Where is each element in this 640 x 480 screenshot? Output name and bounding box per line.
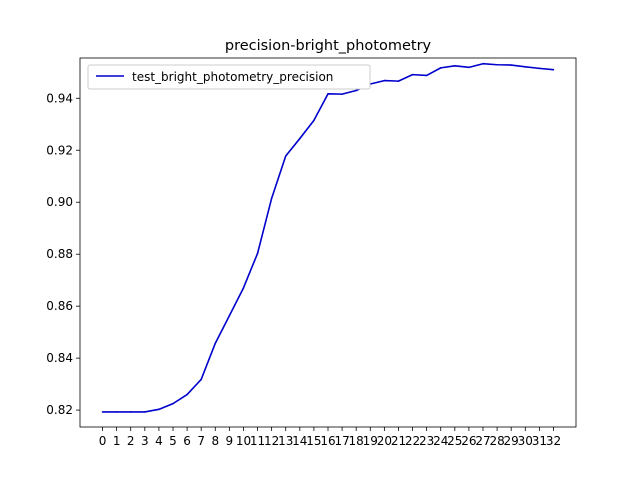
data-point xyxy=(299,137,301,140)
legend: test_bright_photometry_precision xyxy=(87,64,371,90)
x-tick-label: 12 xyxy=(264,434,279,448)
data-point xyxy=(510,64,512,66)
x-tick-label: 6 xyxy=(183,434,191,448)
y-tick-label: 0.84 xyxy=(46,351,73,365)
x-tick-label: 2 xyxy=(127,434,135,448)
x-tick-label: 19 xyxy=(363,434,378,448)
x-tick-label: 24 xyxy=(433,434,448,448)
x-tick-label: 29 xyxy=(504,434,519,448)
data-point xyxy=(538,67,541,70)
data-point xyxy=(158,408,160,411)
x-tick-label: 5 xyxy=(169,434,177,448)
data-point xyxy=(228,314,231,317)
y-tick-label: 0.82 xyxy=(46,403,73,417)
chart-title: precision-bright_photometry xyxy=(225,38,432,54)
y-tick-label: 0.94 xyxy=(46,91,73,105)
x-tick-label: 28 xyxy=(489,434,504,448)
data-point xyxy=(468,66,470,69)
x-tick-label: 16 xyxy=(320,434,335,448)
data-point xyxy=(439,67,442,69)
data-point xyxy=(313,119,315,122)
x-tick-label: 14 xyxy=(292,434,307,448)
data-point xyxy=(101,411,104,413)
x-tick-label: 3 xyxy=(141,434,149,448)
x-tick-label: 8 xyxy=(211,434,219,448)
data-point xyxy=(355,89,357,92)
data-point xyxy=(383,79,386,82)
x-tick-label: 25 xyxy=(447,434,462,448)
data-point xyxy=(327,93,329,95)
y-tick-label: 0.86 xyxy=(46,299,73,313)
data-point xyxy=(186,393,188,396)
y-tick-label: 0.92 xyxy=(46,143,73,157)
x-tick-label: 30 xyxy=(518,434,533,448)
data-point xyxy=(200,378,202,381)
data-point xyxy=(496,63,498,66)
data-point xyxy=(411,73,414,76)
x-tick-label: 27 xyxy=(475,434,490,448)
data-point xyxy=(425,74,428,77)
x-tick-label: 23 xyxy=(419,434,434,448)
data-point xyxy=(129,411,132,413)
legend-box xyxy=(87,64,371,90)
y-tick-label: 0.90 xyxy=(46,195,73,209)
data-point xyxy=(242,287,245,289)
data-point xyxy=(256,252,259,255)
x-tick-label: 18 xyxy=(349,434,364,448)
data-point xyxy=(172,402,174,405)
x-tick-label: 17 xyxy=(334,434,349,448)
x-tick-label: 21 xyxy=(391,434,406,448)
x-tick-label: 11 xyxy=(250,434,265,448)
x-tick-label: 9 xyxy=(226,434,234,448)
x-tick-label: 32 xyxy=(546,434,561,448)
data-point xyxy=(397,80,400,82)
x-tick-label: 22 xyxy=(405,434,420,448)
data-point xyxy=(270,197,273,200)
data-point xyxy=(524,66,527,68)
data-point xyxy=(284,155,287,157)
data-point xyxy=(341,93,343,95)
x-tick-label: 4 xyxy=(155,434,163,448)
x-tick-label: 26 xyxy=(461,434,476,448)
x-tick-label: 10 xyxy=(236,434,251,448)
data-point xyxy=(214,342,217,345)
y-tick-label: 0.88 xyxy=(46,247,73,261)
data-point xyxy=(454,64,456,67)
x-tick-label: 31 xyxy=(532,434,547,448)
data-point xyxy=(144,411,146,413)
legend-label: test_bright_photometry_precision xyxy=(132,70,333,84)
x-tick-label: 1 xyxy=(113,434,121,448)
x-tick-label: 20 xyxy=(377,434,392,448)
data-point xyxy=(482,62,484,65)
x-tick-label: 15 xyxy=(306,434,321,448)
x-tick-label: 0 xyxy=(99,434,107,448)
x-tick-label: 13 xyxy=(278,434,293,448)
plot-area: 0 1 2 3 4 5 6 7 8 9 101112131415161718192021222324… xyxy=(46,57,577,448)
x-tick-label: 7 xyxy=(197,434,205,448)
data-point xyxy=(552,68,555,71)
data-point xyxy=(115,411,118,413)
